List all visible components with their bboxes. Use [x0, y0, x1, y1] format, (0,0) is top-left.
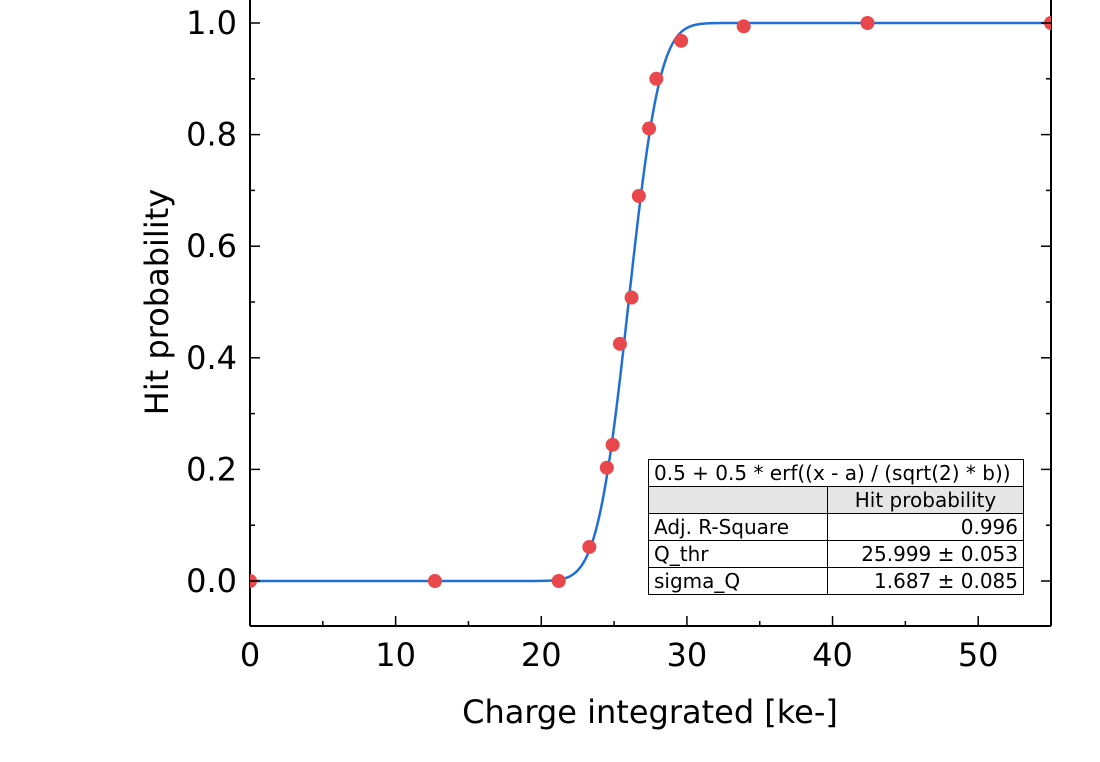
x-tick-label: 10 — [375, 636, 416, 674]
data-point — [605, 437, 620, 452]
data-points — [250, 16, 1051, 588]
y-tick-label: 0.6 — [186, 227, 237, 265]
fit-row-label: Q_thr — [648, 540, 828, 568]
y-tick-label: 0.8 — [186, 116, 237, 154]
data-point — [674, 33, 689, 48]
fit-row-value: 1.687 ± 0.085 — [827, 567, 1024, 595]
data-point — [551, 574, 566, 588]
y-tick-label: 1.0 — [186, 4, 237, 42]
plot-frame — [249, 0, 1052, 627]
fit-row-label: Adj. R-Square — [648, 513, 828, 541]
data-point — [642, 121, 657, 136]
data-point — [427, 574, 442, 588]
fit-results-table: 0.5 + 0.5 * erf((x - a) / (sqrt(2) * b))… — [648, 459, 1024, 595]
fit-row: sigma_Q 1.687 ± 0.085 — [648, 567, 1024, 595]
fit-row-label: sigma_Q — [648, 567, 828, 595]
data-point — [582, 539, 597, 554]
fit-equation-row: 0.5 + 0.5 * erf((x - a) / (sqrt(2) * b)) — [648, 459, 1024, 487]
fit-column-header: Hit probability — [827, 486, 1024, 514]
y-tick-label: 0.4 — [186, 339, 237, 377]
data-point — [736, 19, 751, 34]
x-tick-label: 50 — [958, 636, 999, 674]
y-tick-label: 0.2 — [186, 450, 237, 488]
x-axis-title: Charge integrated [ke-] — [462, 693, 838, 731]
x-tick-label: 20 — [521, 636, 562, 674]
fit-header-row: Hit probability — [648, 486, 1024, 514]
x-tick-label: 30 — [667, 636, 708, 674]
fit-row: Q_thr 25.999 ± 0.053 — [648, 540, 1024, 568]
y-tick-label: 0.0 — [186, 562, 237, 600]
y-axis: 0.0 0.2 0.4 0.6 0.8 1.0 — [186, 4, 1051, 600]
x-tick-label: 40 — [812, 636, 853, 674]
y-axis-title: Hit probability — [138, 189, 176, 415]
data-point — [612, 336, 627, 351]
fit-header-blank — [648, 486, 828, 514]
fit-equation: 0.5 + 0.5 * erf((x - a) / (sqrt(2) * b)) — [648, 459, 1024, 487]
x-axis: 0 10 20 30 40 50 — [240, 616, 999, 674]
x-tick-label: 0 — [240, 636, 260, 674]
fit-row: Adj. R-Square 0.996 — [648, 513, 1024, 541]
fit-row-value: 25.999 ± 0.053 — [827, 540, 1024, 568]
data-point — [649, 71, 664, 86]
fit-row-value: 0.996 — [827, 513, 1024, 541]
data-point — [624, 290, 639, 305]
data-point — [599, 460, 614, 475]
data-point — [631, 188, 646, 203]
data-point — [860, 16, 875, 30]
